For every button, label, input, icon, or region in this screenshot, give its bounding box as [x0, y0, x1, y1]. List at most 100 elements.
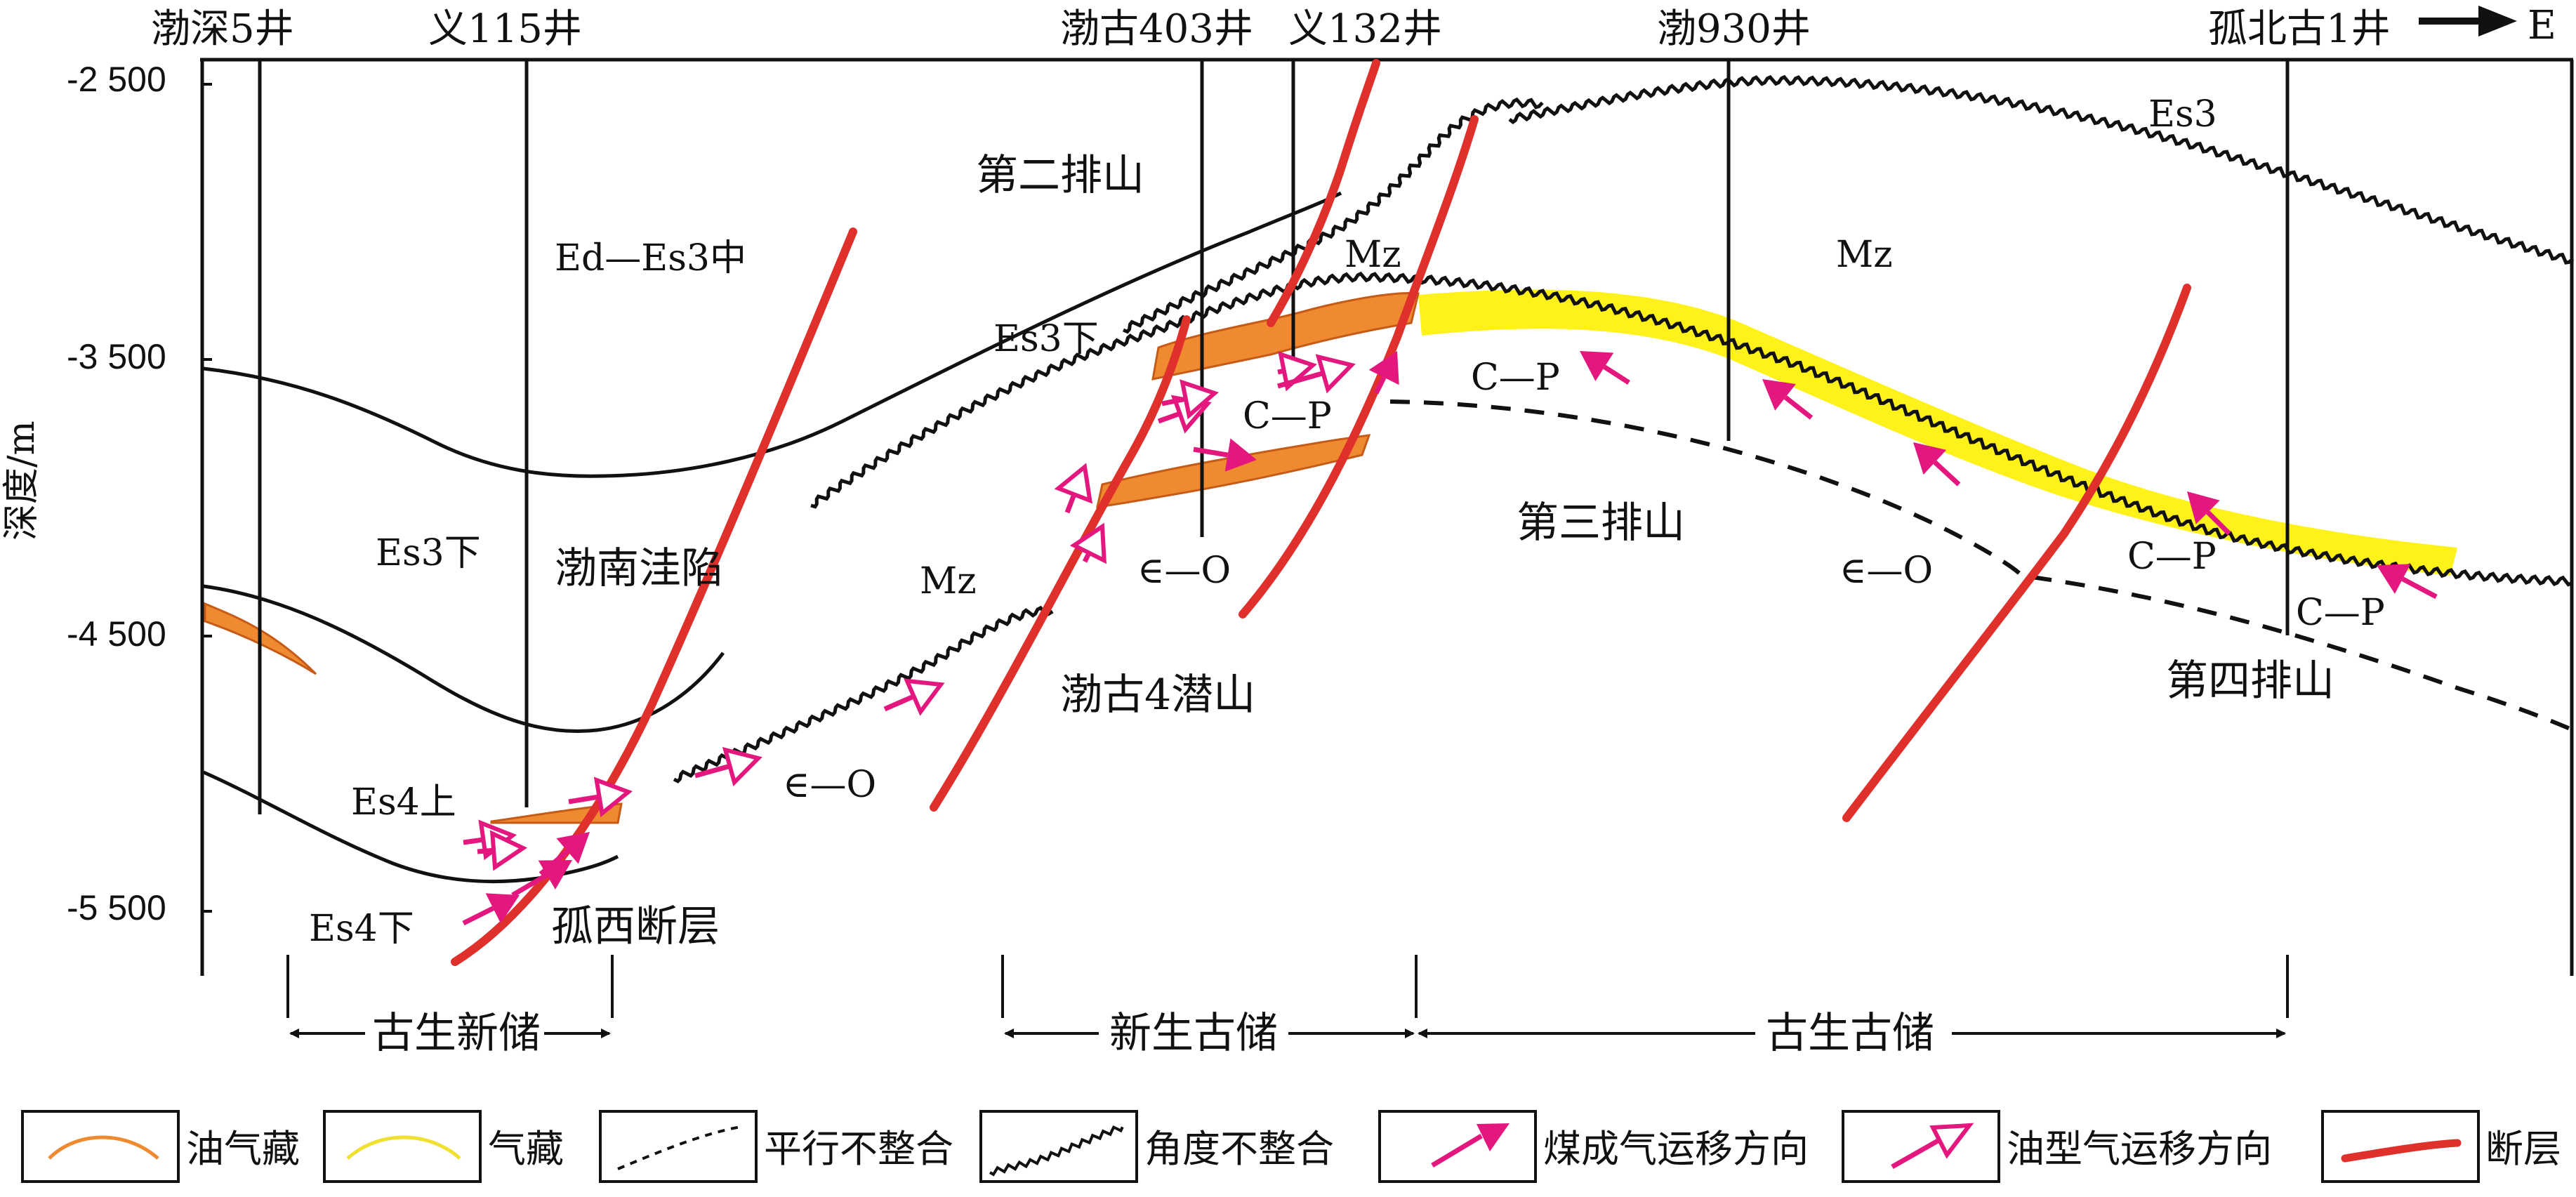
depth-tick-3500: -3 500 — [67, 337, 166, 376]
fault-guxi — [451, 227, 857, 966]
legend: 油气藏 气藏 平行不整合 角度不整合 煤成气运移方向 — [21, 1110, 2561, 1183]
coal-gas-migration-arrow-1 — [462, 893, 520, 926]
oil-gas-reservoir-upper — [1151, 292, 1420, 381]
well-label-yi115: 义115井 — [428, 6, 582, 52]
legend-label-fault: 断层 — [2485, 1127, 2561, 1171]
strata-label-cp-2: C—P — [1471, 357, 1560, 399]
boundary-es4-upper-base — [202, 770, 619, 884]
legend-label-coal-gas-migration: 煤成气运移方向 — [1543, 1127, 1809, 1171]
legend-item-oil-gas-migration: 油型气运移方向 — [1842, 1110, 2272, 1183]
coal-gas-migration-arrow-3 — [539, 832, 590, 876]
fault-yi132 — [1267, 59, 1380, 327]
coal-gas-migration-arrow-10 — [2377, 564, 2438, 600]
faults — [451, 59, 2191, 966]
legend-item-coal-gas-migration: 煤成气运移方向 — [1378, 1110, 1809, 1183]
strata-label-mz-1: Mz — [1345, 234, 1401, 276]
fault-bogu4-mid — [1239, 115, 1479, 619]
section-frame — [200, 58, 2574, 976]
well-label-yi132: 义132井 — [1288, 6, 1442, 52]
depth-tick-2500: -2 500 — [67, 60, 166, 99]
strata-labels: Ed—Es3中 Es3下 Es3下 Es4上 Es4下 Es3 Mz Mz Mz… — [309, 93, 2385, 950]
angular-unconformity-mz-top — [1508, 74, 2575, 265]
well-label-bo930: 渤930井 — [1657, 6, 1811, 52]
strata-label-es3-right: Es3 — [2148, 93, 2217, 135]
region-label-guxi-fault: 孤西断层 — [551, 902, 720, 951]
well-label-bogu403: 渤古403井 — [1060, 6, 1253, 52]
strata-label-es3-lower-left: Es3下 — [376, 532, 481, 574]
fault-bogu4-west — [930, 315, 1191, 812]
direction-label: E — [2528, 3, 2556, 48]
span-label-gusheng-guchu: 古生古储 — [1766, 1009, 1934, 1058]
strata-label-cp-3: C—P — [2127, 536, 2217, 578]
oil-gas-migration-arrow-2 — [477, 830, 528, 871]
depth-tick-4500: -4 500 — [67, 614, 166, 654]
strata-label-cp-1: C—P — [1243, 395, 1332, 437]
oil-gas-migration-arrow-4 — [694, 746, 762, 787]
coal-gas-migration-arrow-4 — [1193, 438, 1257, 472]
fault-icon — [2341, 1139, 2462, 1163]
coal-gas-migration-arrow-icon — [1431, 1123, 1510, 1168]
strata-label-es4-upper: Es4上 — [351, 781, 456, 824]
legend-item-oil-gas-reservoir: 油气藏 — [21, 1110, 300, 1183]
angular-unconformity-top — [1122, 97, 1544, 334]
depth-axis-title: 深度/m — [1, 421, 43, 541]
gas-reservoir-icon — [346, 1135, 461, 1160]
strata-label-eo-1: ∈—O — [1137, 550, 1231, 592]
strata-label-eo-3: ∈—O — [783, 764, 876, 806]
well-label-gubeigu1: 孤北古1井 — [2208, 6, 2391, 52]
oil-gas-reservoir-lower — [1096, 434, 1371, 508]
oil-gas-migration-arrow-6 — [1054, 463, 1093, 514]
legend-item-gas-reservoir: 气藏 — [323, 1110, 564, 1183]
strata-label-cp-4: C—P — [2296, 592, 2385, 634]
oil-gas-migration-arrow-9 — [1161, 379, 1219, 420]
oil-gas-reservoir-icon — [48, 1135, 159, 1160]
oil-gas-migration-arrow-7 — [1069, 522, 1107, 564]
region-label-fourth-row: 第四排山 — [2166, 656, 2334, 706]
coal-gas-migration-arrow-8 — [1913, 442, 1961, 487]
well-labels: 渤深5井 义115井 渤古403井 义132井 渤930井 孤北古1井 E — [151, 3, 2556, 52]
legend-label-oil-gas-reservoir: 油气藏 — [186, 1127, 300, 1171]
oil-gas-migration-arrow-5 — [883, 678, 945, 716]
strata-label-ed-es3-mid: Ed—Es3中 — [555, 237, 746, 279]
fault-third-row — [1842, 284, 2191, 822]
strata-boundaries — [202, 191, 1342, 884]
coal-gas-migration-arrow-9 — [2187, 491, 2231, 536]
region-label-bogu4-buried-hill: 渤古4潜山 — [1060, 670, 1255, 720]
oil-gas-migration-arrow-11 — [1277, 354, 1356, 394]
region-labels: 第二排山 渤南洼陷 渤古4潜山 第三排山 第四排山 孤西断层 — [551, 151, 2334, 951]
oil-gas-migration-arrow-10 — [1277, 351, 1317, 392]
legend-label-oil-gas-migration: 油型气运移方向 — [2007, 1127, 2272, 1171]
region-label-second-row: 第二排山 — [976, 151, 1144, 200]
east-direction-arrow-icon — [2419, 6, 2517, 37]
coal-gas-migration-arrows — [462, 351, 2438, 926]
coal-gas-migration-arrow-6 — [1580, 351, 1630, 385]
legend-item-angular-unconformity: 角度不整合 — [979, 1110, 1334, 1183]
angular-unconformity-icon — [989, 1125, 1124, 1177]
well-label-boshen5: 渤深5井 — [151, 6, 294, 52]
boundary-ed-es3-base — [203, 191, 1342, 478]
region-label-bonan-sag: 渤南洼陷 — [555, 544, 723, 593]
strata-label-es3-lower-mid: Es3下 — [993, 318, 1099, 360]
coal-gas-migration-arrow-2 — [511, 860, 572, 898]
reservoir-spans: 古生新储 新生古储 古生古储 — [286, 955, 2289, 1058]
legend-label-gas-reservoir: 气藏 — [488, 1127, 564, 1171]
oil-gas-migration-arrow-3 — [568, 776, 633, 818]
span-label-gusheng-xinchu: 古生新储 — [372, 1009, 541, 1058]
span-label-xinsheng-guchu: 新生古储 — [1109, 1009, 1278, 1058]
strata-label-eo-2: ∈—O — [1839, 550, 1933, 592]
depth-axis: 深度/m -2 500 -3 500 -4 500 -5 500 — [1, 60, 212, 927]
well-lines — [258, 60, 2290, 814]
boundary-es3-lower-base — [203, 584, 725, 734]
oil-gas-migration-arrows — [463, 351, 1356, 871]
coal-gas-migration-arrow-5 — [1368, 351, 1399, 395]
angular-unconformity-middle — [810, 271, 2572, 587]
legend-item-parallel-unconformity: 平行不整合 — [599, 1110, 953, 1183]
legend-label-parallel-unconformity: 平行不整合 — [764, 1127, 953, 1171]
oil-gas-migration-arrow-icon — [1891, 1123, 1974, 1170]
strata-label-mz-3: Mz — [920, 560, 977, 602]
strata-label-mz-2: Mz — [1836, 234, 1893, 276]
region-label-third-row: 第三排山 — [1517, 498, 1685, 548]
coal-gas-migration-arrow-7 — [1762, 379, 1814, 420]
strata-label-es4-lower: Es4下 — [309, 908, 414, 950]
